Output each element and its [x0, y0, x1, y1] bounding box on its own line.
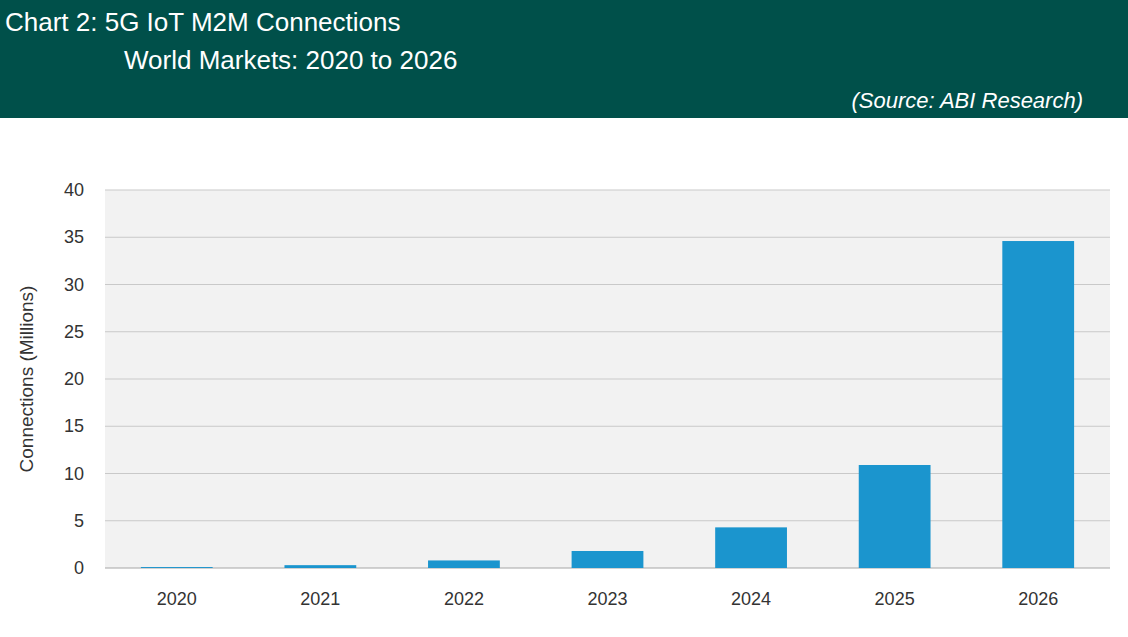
- grid-line: [105, 237, 1110, 238]
- bar: [284, 565, 356, 568]
- title: Chart 2: 5G IoT M2M Connections: [5, 7, 400, 37]
- source-note: (Source: ABI Research): [852, 88, 1084, 113]
- y-tick-label: 10: [64, 464, 84, 484]
- x-tick-label: 2025: [875, 589, 915, 609]
- x-tick-label: 2024: [731, 589, 771, 609]
- bar: [715, 527, 787, 568]
- y-tick-label: 25: [64, 322, 84, 342]
- x-tick-label: 2022: [444, 589, 484, 609]
- y-axis-label: Connections (Millions): [16, 286, 37, 473]
- grid-line: [105, 284, 1110, 285]
- grid-line: [105, 473, 1110, 474]
- y-tick-label: 20: [64, 369, 84, 389]
- x-tick-label: 2023: [587, 589, 627, 609]
- y-tick-label: 40: [64, 180, 84, 200]
- grid-line: [105, 189, 1110, 190]
- bar: [141, 567, 213, 568]
- grid-line: [105, 520, 1110, 521]
- bar: [572, 551, 644, 568]
- x-tick-label: 2021: [300, 589, 340, 609]
- chart-svg: Chart 2: 5G IoT M2M Connections World Mar…: [0, 0, 1128, 637]
- grid-line: [105, 426, 1110, 427]
- chart-root: Chart 2: 5G IoT M2M Connections World Mar…: [0, 0, 1128, 637]
- y-tick-label: 35: [64, 227, 84, 247]
- grid-line: [105, 331, 1110, 332]
- subtitle: World Markets: 2020 to 2026: [124, 45, 457, 75]
- y-tick-label: 30: [64, 275, 84, 295]
- header-band: [0, 0, 1128, 118]
- bar: [1002, 241, 1074, 568]
- bar: [428, 560, 500, 568]
- grid-line: [105, 378, 1110, 379]
- plot-background: [105, 190, 1110, 568]
- bars: [141, 241, 1074, 568]
- y-tick-label: 0: [74, 558, 84, 578]
- y-tick-label: 15: [64, 416, 84, 436]
- bar: [859, 465, 931, 568]
- x-tick-label: 2020: [157, 589, 197, 609]
- x-tick-label: 2026: [1018, 589, 1058, 609]
- y-tick-label: 5: [74, 511, 84, 531]
